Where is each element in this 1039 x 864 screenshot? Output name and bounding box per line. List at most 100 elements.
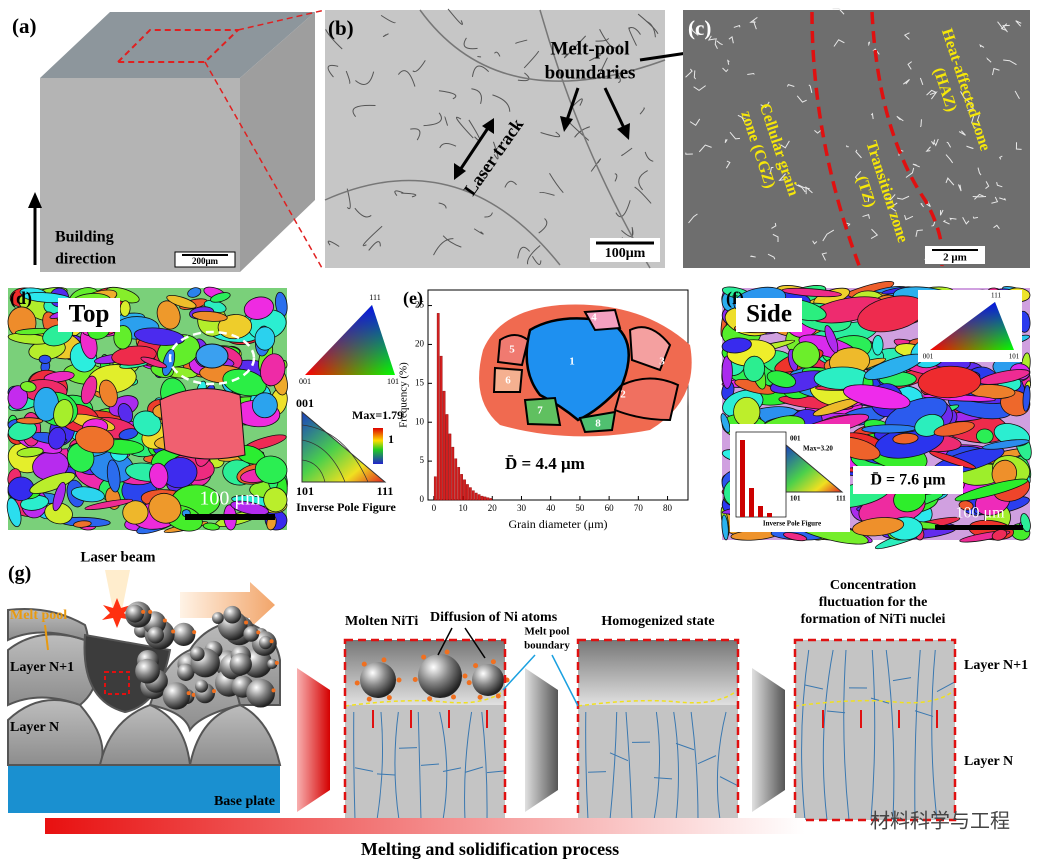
grain [613,377,680,422]
cell-wall [986,57,992,63]
grain-edge [614,173,618,182]
grain-line [914,649,921,821]
grain [492,366,524,393]
ipf-min: 1 [388,432,394,446]
grain [1020,513,1031,533]
annotation: Layer N [964,754,1013,769]
cell-wall [962,217,970,225]
particle [472,664,504,696]
panel-f: (f) Side 111 001 101 001 101 111 Max=3.2… [720,280,1032,550]
bar [466,484,469,501]
grain-edge [380,14,396,24]
grain [254,455,288,484]
cell-wall [693,70,697,80]
grain [6,497,22,528]
y-axis-label: Frequency (%) [398,362,410,428]
grain [70,486,105,503]
x-axis-label: Grain diameter (μm) [508,517,607,531]
grain-line [653,777,673,780]
ipf-corner: 111 [991,292,1001,300]
grain-edge [634,186,652,204]
grain [166,294,197,309]
grain [29,472,76,494]
cell-wall [915,229,923,237]
label-box [853,466,963,494]
grain [191,310,228,322]
ipf-corner: 111 [836,495,846,503]
particle [246,678,275,708]
grain-edge [410,128,421,141]
grain-edge [515,39,528,44]
cell-wall [889,202,898,212]
grain [991,529,1008,541]
ipf-key [930,302,1014,350]
grain [578,410,617,434]
grain [733,396,761,427]
grain-line [826,710,846,714]
grain-edge [517,246,531,259]
label-box [58,298,120,332]
grain-line [870,649,876,821]
cell-wall [737,114,745,122]
ni-atom [354,680,360,686]
panel-label: (e) [403,288,423,309]
grain [74,425,115,454]
grain-edge [595,37,609,42]
ni-atom [212,689,217,694]
cell-wall [896,115,904,122]
ni-atom [271,688,276,693]
ni-atom [186,691,191,696]
bar [474,492,478,501]
grain-edge [456,116,474,139]
particle [135,658,160,684]
grain [843,384,911,410]
grain-edge [621,147,633,157]
panel-a: (a) Building direction 200μm [12,9,326,272]
grain-edge [613,69,621,84]
ni-atom [366,696,372,702]
panel-label: (d) [10,288,32,309]
bar [433,476,437,501]
grain [743,355,765,382]
cell-wall [749,16,758,23]
grain [958,500,974,511]
cell-wall [967,102,974,112]
grain [159,388,246,460]
x-tick-label: 30 [517,503,527,513]
particle [360,662,396,698]
grain-line [885,649,895,821]
grain-line [442,767,462,772]
base-plate [8,765,280,813]
grain-line [801,649,810,821]
ipf-corner: 111 [369,293,380,302]
cell-wall [939,209,944,216]
grain [933,421,975,437]
grain [872,335,884,356]
particle [212,612,224,624]
ipf-max: Max=1.79 [352,408,403,422]
grain-line [653,711,661,821]
grain [251,392,278,419]
cell-wall [780,140,790,149]
grain-edge [549,172,564,194]
grain-edge [412,60,426,73]
annotation: Melt pool [10,608,67,623]
annotation: Building [55,229,114,246]
grain [954,478,1029,502]
arrow [458,127,490,171]
boundary [344,689,506,707]
pole-figure [785,443,844,493]
direction-arrow [180,582,275,628]
inset-bar [740,440,745,517]
pointer [464,627,486,659]
cell-wall [870,228,879,239]
cell-wall [976,114,981,125]
arrow [565,87,580,121]
y-tick-label: 10 [415,416,425,426]
particle [194,679,209,693]
annotation: Molten NiTi [345,614,418,629]
spark [102,598,132,628]
grain-edge [504,180,517,188]
solid [345,705,505,820]
annotation: Homogenized state [601,614,714,629]
